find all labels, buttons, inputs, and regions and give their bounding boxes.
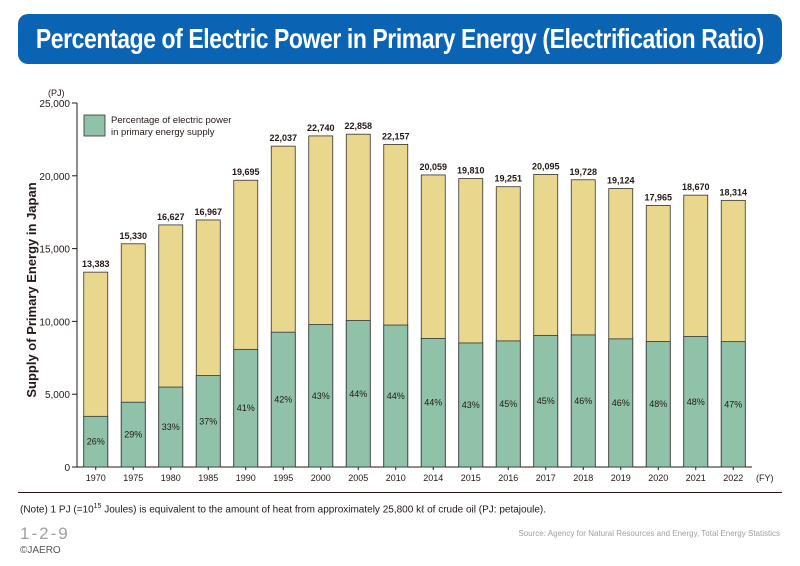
footnote-prefix: (Note) 1 PJ (=10 xyxy=(20,504,94,516)
total-value-label: 19,728 xyxy=(569,167,597,177)
total-value-label: 22,037 xyxy=(269,133,297,143)
percent-label: 37% xyxy=(199,416,217,426)
x-tick-label: 2005 xyxy=(348,473,368,483)
electric-bar xyxy=(270,331,296,468)
x-tick-label: 2017 xyxy=(536,473,556,483)
total-value-label: 17,965 xyxy=(644,192,672,202)
legend-label-line2: in primary energy supply xyxy=(111,127,215,138)
footnote-suffix: Joules) is equivalent to the amount of h… xyxy=(101,504,547,516)
source-credit: Source: Agency for Natural Resources and… xyxy=(518,529,780,538)
total-value-label: 20,095 xyxy=(532,161,560,171)
percent-label: 46% xyxy=(612,398,630,408)
electric-bar xyxy=(383,324,409,468)
y-tick-label: 5,000 xyxy=(45,390,70,401)
percent-label: 47% xyxy=(724,399,742,409)
percent-label: 45% xyxy=(537,396,555,406)
x-tick-label: 2000 xyxy=(311,473,331,483)
x-tick-label: 2015 xyxy=(461,473,481,483)
percent-label: 46% xyxy=(574,396,592,406)
x-tick-label: 1990 xyxy=(236,473,256,483)
electric-bar xyxy=(608,338,634,468)
total-value-label: 19,124 xyxy=(607,176,635,186)
x-tick-label: 1970 xyxy=(86,473,106,483)
total-value-label: 13,383 xyxy=(82,259,110,269)
electric-bar xyxy=(345,320,371,468)
percent-label: 29% xyxy=(124,430,142,440)
total-value-label: 20,059 xyxy=(419,162,447,172)
legend-swatch xyxy=(83,114,106,137)
y-tick-label: 10,000 xyxy=(39,317,70,328)
total-value-label: 19,810 xyxy=(457,166,485,176)
electric-bar xyxy=(158,386,184,468)
x-tick-label: 2018 xyxy=(573,473,593,483)
x-tick-label: 1995 xyxy=(273,473,293,483)
percent-label: 48% xyxy=(649,399,667,409)
figure-number: 1-2-9 xyxy=(20,524,70,543)
total-value-label: 22,157 xyxy=(382,131,410,141)
legend-label-line1: Percentage of electric power xyxy=(111,115,231,126)
x-tick-label: 2010 xyxy=(386,473,406,483)
x-tick-label: 2020 xyxy=(648,473,668,483)
electric-bar xyxy=(570,334,596,468)
bar-chart: (PJ) 0 5,000 10,000 15,000 20,000 25,000 Supply… xyxy=(24,88,774,483)
electric-bar xyxy=(195,375,221,468)
x-tick-label: 1975 xyxy=(123,473,143,483)
total-value-label: 18,670 xyxy=(682,182,710,192)
total-value-label: 15,330 xyxy=(119,231,147,241)
percent-label: 44% xyxy=(424,398,442,408)
total-value-label: 22,740 xyxy=(307,123,335,133)
percent-label: 41% xyxy=(237,403,255,413)
chart-title: Percentage of Electric Power in Primary … xyxy=(36,23,764,54)
electric-bar xyxy=(120,401,146,468)
electric-bar xyxy=(645,341,671,468)
footnote: (Note) 1 PJ (=1015 Joules) is equivalent… xyxy=(20,503,546,515)
total-value-label: 22,858 xyxy=(344,121,372,131)
electric-bar xyxy=(720,341,746,468)
footnote-exponent: 15 xyxy=(93,503,102,510)
percent-label: 45% xyxy=(499,399,517,409)
total-value-label: 18,314 xyxy=(719,187,747,197)
electric-bar xyxy=(233,348,259,468)
x-tick-label: 2014 xyxy=(423,473,443,483)
total-value-label: 19,251 xyxy=(494,174,522,184)
percent-label: 44% xyxy=(387,391,405,401)
percent-label: 33% xyxy=(162,422,180,432)
divider-line xyxy=(18,492,782,493)
percent-label: 43% xyxy=(462,400,480,410)
electric-bar xyxy=(495,340,521,468)
percent-label: 26% xyxy=(87,437,105,447)
electric-bar xyxy=(83,415,109,468)
title-banner: Percentage of Electric Power in Primary … xyxy=(18,14,782,64)
y-tick-label: 0 xyxy=(64,463,70,474)
percent-label: 43% xyxy=(312,391,330,401)
percent-label: 48% xyxy=(687,397,705,407)
y-tick-label: 20,000 xyxy=(39,172,70,183)
y-unit-label: (PJ) xyxy=(48,88,65,98)
electric-bar xyxy=(308,324,334,468)
total-value-label: 16,967 xyxy=(194,207,222,217)
percent-label: 42% xyxy=(274,395,292,405)
total-value-label: 16,627 xyxy=(157,212,185,222)
percent-label: 44% xyxy=(349,389,367,399)
y-tick-label: 25,000 xyxy=(39,99,70,110)
electric-bar xyxy=(683,336,709,468)
y-tick-label: 15,000 xyxy=(39,245,70,256)
copyright: ©JAERO xyxy=(20,545,61,556)
x-tick-label: 2016 xyxy=(498,473,518,483)
x-tick-label: 2019 xyxy=(611,473,631,483)
x-tick-label: 2021 xyxy=(686,473,706,483)
x-tick-label: 1985 xyxy=(198,473,218,483)
x-tick-label: 1980 xyxy=(161,473,181,483)
x-unit-label: (FY) xyxy=(756,473,774,483)
y-axis-title: Supply of Primary Energy in Japan xyxy=(24,182,39,397)
total-value-label: 19,695 xyxy=(232,167,260,177)
x-tick-label: 2022 xyxy=(723,473,743,483)
